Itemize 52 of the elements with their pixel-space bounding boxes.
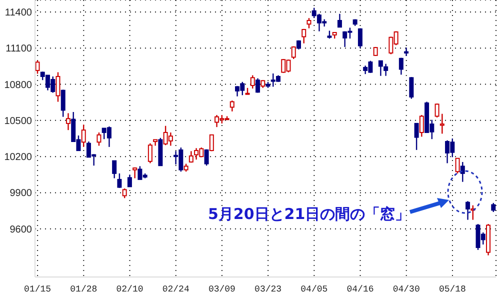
x-tick-label: 01/28 xyxy=(70,284,98,294)
annotation: 5月20日と21日の間の「窓」 xyxy=(208,205,410,223)
candlestick xyxy=(434,102,440,118)
candlestick xyxy=(291,46,296,60)
candlestick xyxy=(419,114,424,138)
candlestick xyxy=(414,122,419,151)
candlestick xyxy=(127,174,132,188)
candlestick xyxy=(337,13,342,28)
candlestick xyxy=(384,63,388,76)
y-tick-label: 11100 xyxy=(6,44,32,55)
candlestick xyxy=(250,74,255,90)
x-tick-label: 05/18 xyxy=(438,284,466,294)
candlestick xyxy=(117,172,122,188)
candlestick xyxy=(112,160,117,179)
candlestick xyxy=(204,148,209,166)
x-tick-label: 03/23 xyxy=(254,284,282,294)
x-tick-label: 04/05 xyxy=(300,284,328,294)
x-tick-label: 04/30 xyxy=(392,284,420,294)
x-tick-label: 02/24 xyxy=(162,284,190,294)
candlestick xyxy=(491,202,496,213)
candlestick xyxy=(60,89,66,118)
candlestick xyxy=(209,134,214,152)
candlestick xyxy=(56,72,60,102)
candlestick xyxy=(466,200,470,220)
candlestick xyxy=(35,60,40,74)
y-tick-label: 10500 xyxy=(4,116,32,127)
candlestick xyxy=(358,28,362,49)
candlestick xyxy=(460,161,465,182)
candlestick xyxy=(66,112,70,131)
y-tick-label: 10800 xyxy=(4,80,32,91)
candlestick xyxy=(404,46,409,57)
x-tick-label: 04/16 xyxy=(346,284,374,294)
y-tick-label: 10200 xyxy=(4,152,32,164)
candlestick xyxy=(230,100,234,112)
candlestick xyxy=(96,132,102,146)
candlestick xyxy=(81,124,86,148)
candlestick xyxy=(378,60,383,76)
candlestick xyxy=(409,76,414,100)
x-tick-label: 01/15 xyxy=(24,284,52,294)
candlestick xyxy=(256,78,260,94)
candlestick xyxy=(398,57,404,76)
x-tick-label: 02/10 xyxy=(116,284,144,294)
x-tick-label: 03/09 xyxy=(208,284,236,294)
y-tick-label: 9900 xyxy=(10,188,32,200)
candlestick xyxy=(440,113,444,134)
candlestick xyxy=(122,188,127,199)
candlestick xyxy=(306,17,312,29)
y-tick-label: 11400 xyxy=(4,8,32,19)
candlestick xyxy=(455,158,460,174)
y-tick-label: 9600 xyxy=(10,224,32,236)
candlestick xyxy=(148,142,152,164)
candlestick xyxy=(302,28,306,44)
